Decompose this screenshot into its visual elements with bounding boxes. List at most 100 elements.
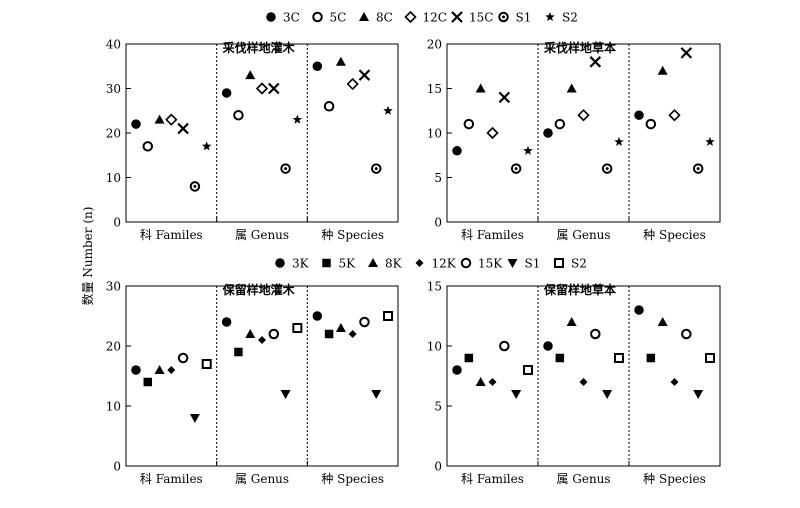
data-point: [475, 83, 486, 93]
legend-marker: [554, 258, 564, 268]
y-tick-label: 5: [434, 171, 442, 185]
data-point: [201, 359, 212, 369]
data-point: [523, 145, 533, 155]
panel-title: 保留样地草本: [543, 282, 616, 297]
data-point: [177, 352, 189, 364]
y-tick-label: 0: [434, 460, 442, 474]
data-point: [177, 122, 189, 135]
plot-frame: [125, 285, 399, 467]
data-point: [475, 377, 486, 386]
legend-label: 12C: [423, 11, 447, 25]
data-point: [258, 336, 266, 344]
legend-marker: [498, 11, 509, 23]
y-tick-label: 20: [106, 340, 121, 354]
legend-marker: [322, 258, 331, 268]
data-point: [221, 88, 232, 98]
data-point: [189, 414, 200, 423]
data-point: [167, 366, 176, 374]
legend-label: S1: [525, 257, 541, 271]
legend-label: 8C: [376, 11, 393, 25]
legend-label: S1: [516, 11, 532, 25]
legend-label: 3C: [283, 11, 300, 25]
data-point: [233, 109, 244, 121]
panel-title: 采伐样地草本: [543, 40, 616, 55]
y-tick-label: 30: [106, 82, 121, 96]
legend-label: S2: [562, 11, 578, 25]
data-point: [463, 118, 475, 130]
data-point: [292, 114, 303, 124]
data-point: [452, 365, 462, 375]
data-point: [383, 105, 393, 115]
y-tick-label: 0: [113, 460, 121, 474]
legend-marker: [415, 259, 424, 267]
data-point: [498, 91, 511, 104]
legend-marker: [460, 257, 472, 269]
legend-marker: [404, 10, 417, 24]
data-point: [543, 128, 553, 138]
legend-item: 5K: [322, 257, 356, 271]
data-point: [201, 141, 212, 151]
y-tick-label: 20: [427, 38, 442, 52]
data-point: [577, 109, 590, 122]
data-point: [670, 378, 679, 386]
y-tick-label: 0: [113, 216, 121, 230]
x-category-label: 科 Familes: [140, 472, 203, 486]
legend-bottom: 3K 5K 8K 12K 15K S1 S2: [275, 257, 587, 271]
data-point: [464, 353, 474, 363]
data-point: [221, 317, 232, 327]
chart-panel-shrub-retained: 0 10 20 30 科 Familes 属 Genus 种 Species 保留样地灌木: [106, 280, 399, 486]
data-point: [312, 61, 323, 71]
data-point: [634, 110, 644, 120]
data-point: [646, 353, 656, 363]
data-point: [165, 113, 178, 126]
chart-panel-herb-cut: 0 5 10 15 20 科 Familes 属 Genus 种 Species 采伐样地草本: [427, 38, 721, 242]
plot-frame: [125, 43, 399, 223]
y-tick-label: 10: [106, 400, 121, 414]
x-category-label: 种 Species: [643, 228, 706, 242]
data-point: [358, 69, 371, 81]
legend-marker: [266, 12, 276, 22]
legend-item: 3C: [266, 11, 300, 25]
legend-item: 12C: [404, 10, 447, 25]
legend-marker: [275, 258, 285, 268]
data-point: [335, 56, 346, 66]
y-tick-label: 10: [106, 171, 121, 185]
data-point: [589, 56, 602, 68]
legend-label: 8K: [385, 257, 403, 271]
data-point: [268, 328, 280, 340]
panel-title: 保留样地灌木: [222, 282, 296, 297]
data-point: [280, 390, 291, 399]
data-point: [312, 311, 323, 321]
legend-item: 8C: [359, 11, 393, 25]
x-category-label: 属 Genus: [235, 472, 289, 486]
legend-item: 15K: [460, 257, 503, 271]
data-point: [131, 119, 141, 129]
data-point: [371, 390, 382, 399]
data-point: [154, 114, 165, 124]
legend-item: S1: [507, 257, 541, 271]
x-category-label: 种 Species: [643, 472, 706, 486]
chart-panel-herb-retained: 0 5 10 15 科 Familes 属 Genus 种 Species 保留样地草本: [427, 280, 721, 486]
legend-label: 12K: [432, 257, 457, 271]
legend-marker: [545, 12, 555, 22]
data-point: [634, 305, 644, 315]
x-category-label: 种 Species: [321, 472, 384, 486]
data-point: [522, 365, 533, 375]
data-point: [613, 353, 624, 363]
legend-item: S2: [554, 257, 587, 271]
data-point: [323, 101, 335, 112]
data-point: [510, 163, 522, 174]
data-point: [693, 390, 704, 399]
data-point: [488, 378, 497, 386]
data-point: [154, 365, 165, 374]
y-tick-label: 40: [106, 38, 121, 52]
x-category-label: 科 Familes: [140, 228, 203, 242]
data-point: [614, 136, 624, 146]
legend-label: 15K: [478, 257, 503, 271]
data-point: [255, 82, 269, 95]
x-category-label: 科 Familes: [461, 228, 524, 242]
panel-title: 采伐样地灌木: [222, 40, 296, 55]
data-point: [668, 109, 681, 122]
y-tick-label: 30: [106, 280, 121, 294]
data-point: [370, 163, 382, 174]
